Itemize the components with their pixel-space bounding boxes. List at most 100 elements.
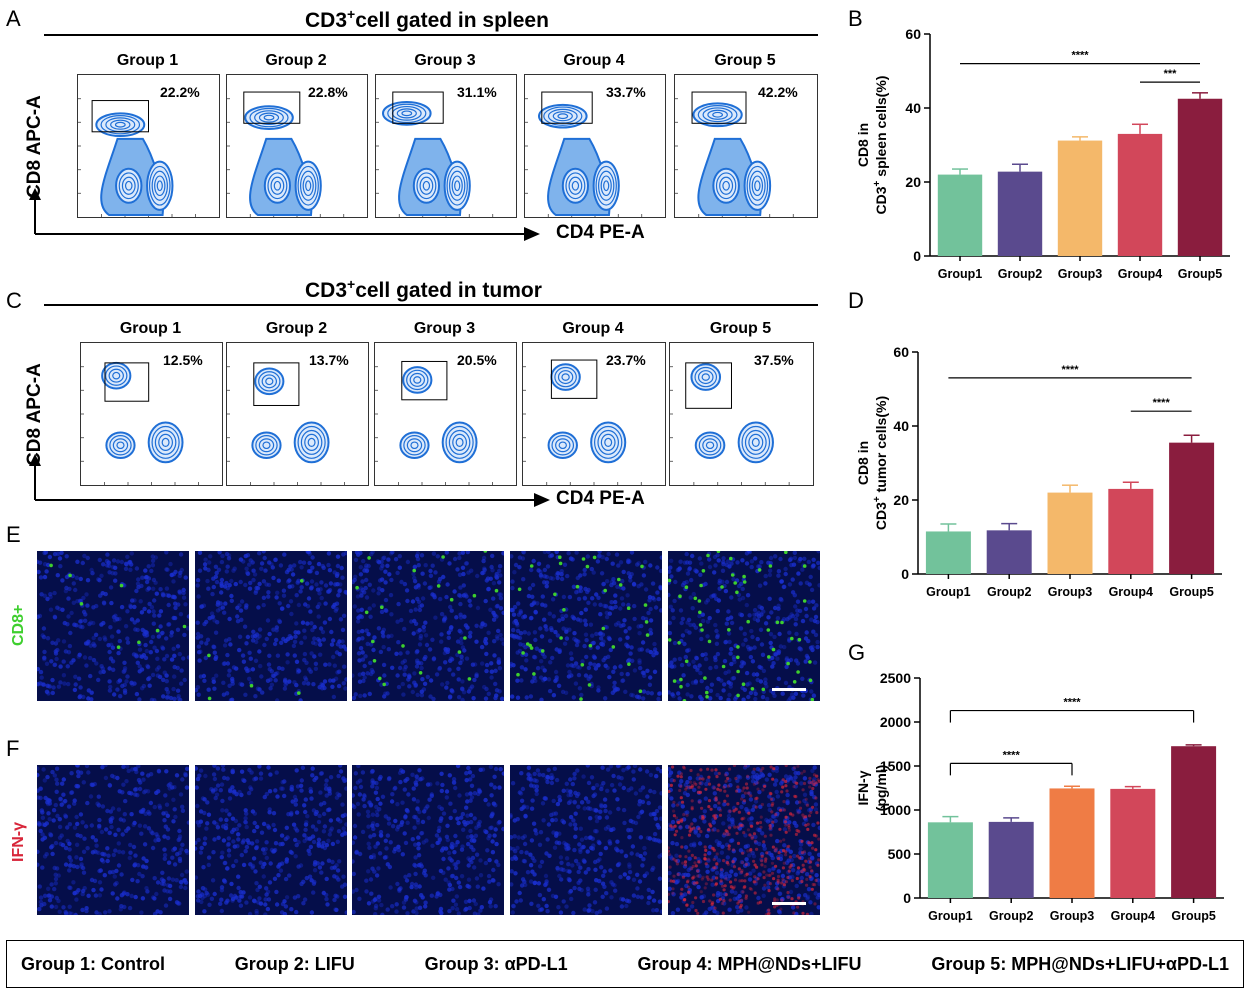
chart-b: 0 20 40 60 Group1 Group2 Group3 Group4 Group5 ***… [848,26,1248,286]
spleen-gate-percent-1: 22.2% [160,84,200,100]
significance-label: **** [1153,397,1171,409]
tumor-section-title: CD3+cell gated in tumor [305,276,542,303]
y-axis-label-suffix: tumor cells(%) [873,396,889,496]
x-tick-label: Group2 [998,267,1042,281]
panel-f-image-4 [510,765,662,915]
y-tick-label: 40 [893,418,909,434]
tumor-title-sup: + [347,276,356,292]
x-tick-label: Group1 [926,585,970,599]
x-tick-label: Group3 [1048,585,1092,599]
y-tick-label: 2500 [880,670,911,686]
tumor-group-label-3: Group 3 [413,320,476,337]
y-tick-label: 20 [905,174,921,190]
significance-label: **** [1063,697,1081,709]
tumor-flow-plot-1 [80,342,223,486]
bar-group4 [1108,488,1154,574]
legend-group-2: Group 2: LIFU [234,953,355,974]
x-tick-label: Group5 [1178,267,1222,281]
y-tick-label: 0 [913,248,921,264]
spleen-title-suffix: cell gated in spleen [355,9,549,32]
spleen-group-label-4: Group 4 [563,52,625,69]
tumor-gate-percent-1: 12.5% [163,352,203,368]
panel-letter-c: C [6,288,22,313]
tumor-y-axis-label: CD8 APC-A [24,363,45,466]
bar-group5 [1171,746,1217,898]
group-legend: Group 1: Control Group 2: LIFU Group 3: … [6,940,1244,988]
significance-label: **** [1071,50,1089,62]
y-axis-label-sup: + [872,180,883,186]
spleen-gate-percent-4: 33.7% [606,84,646,100]
tumor-gate-percent-5: 37.5% [754,352,794,368]
y-axis-label-line1: IFN-γ [855,770,871,805]
bar-group5 [1177,98,1223,256]
y-axis-label-line1: CD8 in [855,123,871,167]
panel-f-image-2 [195,765,347,915]
significance-label: **** [1061,364,1079,376]
bar-group4 [1117,133,1163,256]
y-tick-label: 60 [893,344,909,360]
x-tick-label: Group4 [1118,267,1162,281]
spleen-group-label-1: Group 1 [116,52,179,69]
panel-e-image-2 [195,551,347,701]
x-tick-label: Group4 [1111,909,1155,923]
spleen-x-axis-label: CD4 PE-A [556,222,645,243]
panel-e-image-5 [668,551,820,701]
spleen-flow-plot-2 [226,74,368,218]
x-tick-label: Group2 [987,585,1031,599]
spleen-section-title: CD3+cell gated in spleen [305,6,549,33]
bar-group2 [986,530,1032,574]
panel-e-image-1 [37,551,189,701]
spleen-gate-percent-3: 31.1% [457,84,497,100]
panel-letter-e: E [6,522,21,547]
x-tick-label: Group2 [989,909,1033,923]
chart-d: 0 20 40 60 Group1 Group2 Group3 Group4 Group5 ***… [848,344,1248,610]
panel-letter-g: G [848,640,866,665]
legend-group-1: Group 1: Control [21,953,165,974]
bar-group3 [1047,492,1093,574]
spleen-title-cd3: CD3 [305,9,348,32]
y-tick-label: 500 [888,846,912,862]
panel-f-image-1 [37,765,189,915]
y-axis-label-suffix: spleen cells(%) [873,76,889,181]
y-tick-label: 60 [905,26,921,42]
tumor-gate-percent-2: 13.7% [309,352,349,368]
y-axis-label-sup: + [872,496,883,502]
panel-f-image-5 [668,765,820,915]
spleen-gate-percent-2: 22.8% [308,84,348,100]
tumor-group-label-1: Group 1 [119,320,182,337]
y-tick-label: 40 [905,100,921,116]
bar-group2 [988,821,1034,898]
y-axis-label-prefix: CD3 [873,502,889,530]
y-tick-label: 0 [901,566,909,582]
panel-letter-d: D [848,288,864,313]
spleen-group-label-2: Group 2 [265,52,327,69]
spleen-title-rule [44,34,818,36]
panel-letter-a: A [6,6,21,31]
tumor-title-suffix: cell gated in tumor [355,279,542,302]
tumor-axis-arrows [29,454,550,507]
tumor-title-rule [44,304,818,306]
spleen-gate-percent-5: 42.2% [758,84,798,100]
y-tick-label: 0 [903,890,911,906]
spleen-axis-arrows [29,188,540,241]
bar-group3 [1057,140,1103,256]
tumor-group-label-2: Group 2 [265,320,328,337]
y-tick-label: 2000 [880,714,911,730]
x-tick-label: Group3 [1050,909,1094,923]
tumor-group-label-4: Group 4 [562,320,624,337]
panel-letter-b: B [848,6,863,31]
x-tick-label: Group4 [1109,585,1153,599]
y-tick-label: 1500 [880,758,911,774]
bar-group1 [925,531,971,574]
spleen-flow-plot-1 [77,74,220,218]
x-tick-label: Group1 [938,267,982,281]
x-tick-label: Group1 [928,909,972,923]
y-axis-label-suffix: (pg/ml) [873,765,889,812]
tumor-flow-plot-3 [374,342,517,486]
bar-group2 [997,171,1043,256]
y-tick-label: 20 [893,492,909,508]
panel-f-image-3 [352,765,504,915]
x-tick-label: Group3 [1058,267,1102,281]
bar-group4 [1110,788,1156,898]
y-axis-label-line1: CD8 in [855,441,871,485]
